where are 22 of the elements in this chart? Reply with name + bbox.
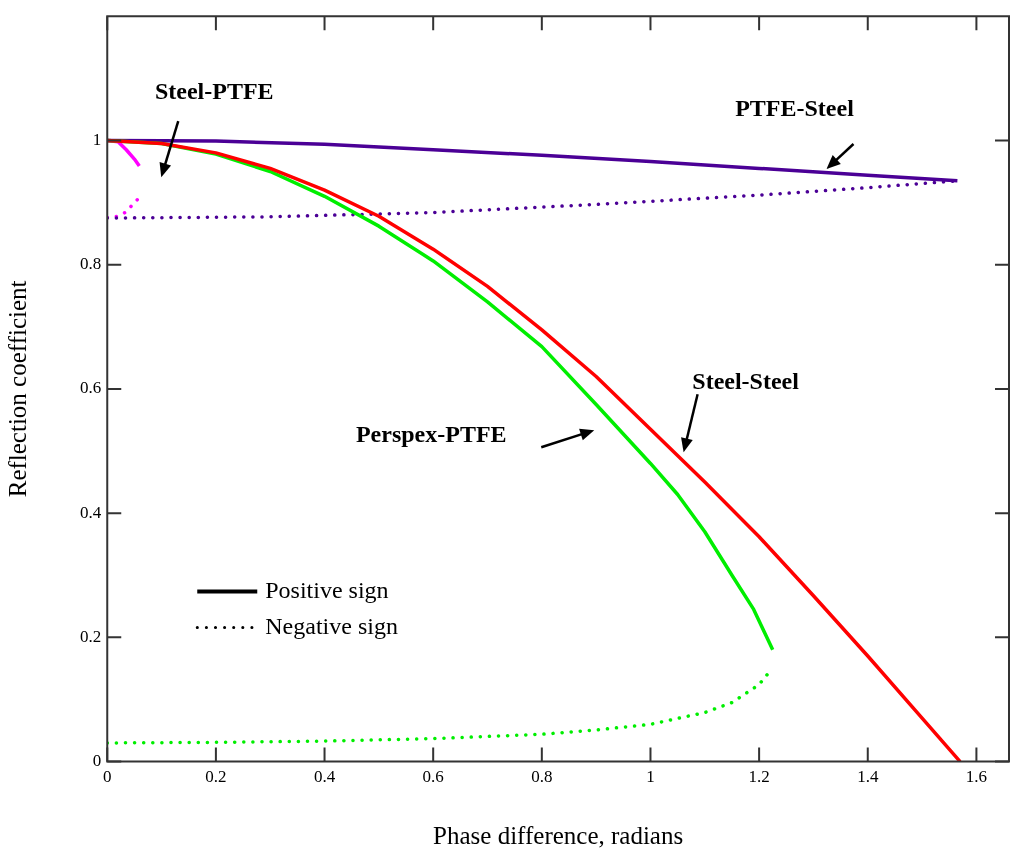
y-axis-title: Reflection coefficient: [3, 280, 31, 498]
annotation: Steel-Steel: [692, 368, 800, 395]
x-tick-label: 1.4: [857, 767, 879, 787]
y-tick-label: 0.2: [80, 626, 102, 646]
x-tick-label: 1.6: [965, 767, 988, 787]
y-tick-label: 0: [92, 751, 102, 771]
y-tick-label: 0.8: [80, 254, 102, 274]
x-tick-label: 1: [646, 767, 655, 787]
x-axis-title: Phase difference, radians: [433, 821, 684, 849]
x-tick-label: 0.8: [531, 767, 553, 787]
y-tick-label: 1: [92, 129, 102, 149]
legend-label: Negative sign: [265, 612, 398, 639]
annotation: Steel-PTFE: [154, 78, 274, 105]
x-tick-label: 1.2: [748, 767, 770, 787]
x-tick-label: 0.2: [205, 767, 227, 787]
annotation: PTFE-Steel: [735, 95, 855, 122]
annotation: Perspex-PTFE: [355, 421, 507, 448]
x-tick-label: 0.6: [422, 767, 444, 787]
x-tick-label: 0.4: [313, 767, 336, 787]
y-tick-label: 0.4: [80, 502, 102, 522]
y-tick-label: 0.6: [80, 378, 102, 398]
legend-label: Positive sign: [265, 576, 389, 603]
